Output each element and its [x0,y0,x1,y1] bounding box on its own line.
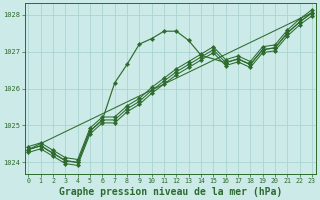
X-axis label: Graphe pression niveau de la mer (hPa): Graphe pression niveau de la mer (hPa) [59,186,282,197]
